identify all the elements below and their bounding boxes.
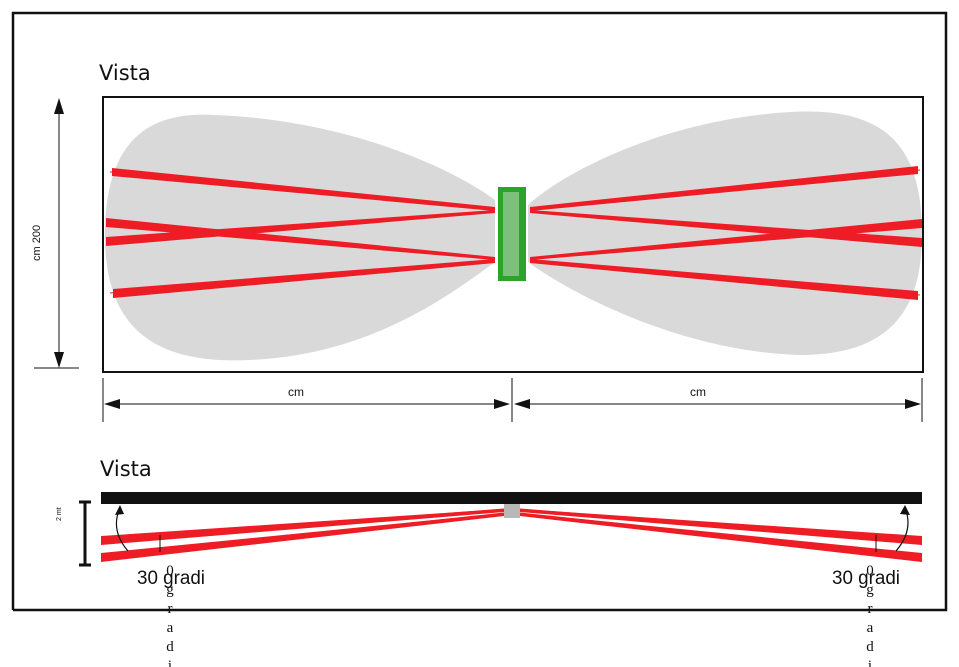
beam-left-1 <box>112 168 495 211</box>
stray-char: a <box>167 620 174 636</box>
height-arrow-down <box>54 352 64 368</box>
thick-beams <box>106 166 922 300</box>
height-label: cm 200 <box>31 225 43 261</box>
stray-char: 0 <box>166 563 174 579</box>
side-beam-right-2 <box>520 513 922 562</box>
side-beam-right-1 <box>520 509 922 545</box>
stray-char: i <box>168 658 172 667</box>
stray-char: a <box>867 620 874 636</box>
beam-right-3 <box>530 219 922 260</box>
beam-left-4 <box>113 259 495 298</box>
stray-char: d <box>866 639 874 655</box>
width-left-label: cm <box>288 385 304 399</box>
stray-char: r <box>168 601 173 617</box>
angle-arrow-right <box>900 505 910 515</box>
width-right-label: cm <box>690 385 706 399</box>
top-view-title: Vista <box>99 61 151 85</box>
side-height-label: 2 mt <box>56 507 63 521</box>
stray-char: 0 <box>866 563 874 579</box>
ceiling-bar <box>101 492 922 504</box>
width-arrow-4 <box>905 399 921 409</box>
beam-left-2 <box>106 210 495 246</box>
angle-label-right: 30 gradi <box>832 568 900 589</box>
side-thick-beams <box>101 509 922 562</box>
width-arrow-1 <box>104 399 120 409</box>
side-beam-left-1 <box>101 509 504 545</box>
beam-right-4 <box>530 259 918 300</box>
beam-right-1 <box>530 166 918 211</box>
beam-right-2 <box>530 210 922 247</box>
outer-frame <box>11 11 948 612</box>
angle-arrow-left <box>115 505 124 515</box>
stray-char: i <box>868 658 872 667</box>
stray-char: d <box>166 639 174 655</box>
beam-left-3 <box>106 218 495 260</box>
coverage-lobe-right <box>528 111 922 355</box>
width-arrow-2 <box>494 399 510 409</box>
height-arrow-up <box>54 98 64 114</box>
angle-label-left: 30 gradi <box>137 568 205 589</box>
stray-char: r <box>868 601 873 617</box>
stray-char: g <box>166 582 174 598</box>
sensor-inner <box>503 192 519 276</box>
side-beam-left-2 <box>101 513 504 562</box>
stray-char: g <box>866 582 874 598</box>
width-arrow-3 <box>514 399 530 409</box>
side-view-title: Vista <box>100 457 152 481</box>
side-sensor <box>504 504 520 518</box>
